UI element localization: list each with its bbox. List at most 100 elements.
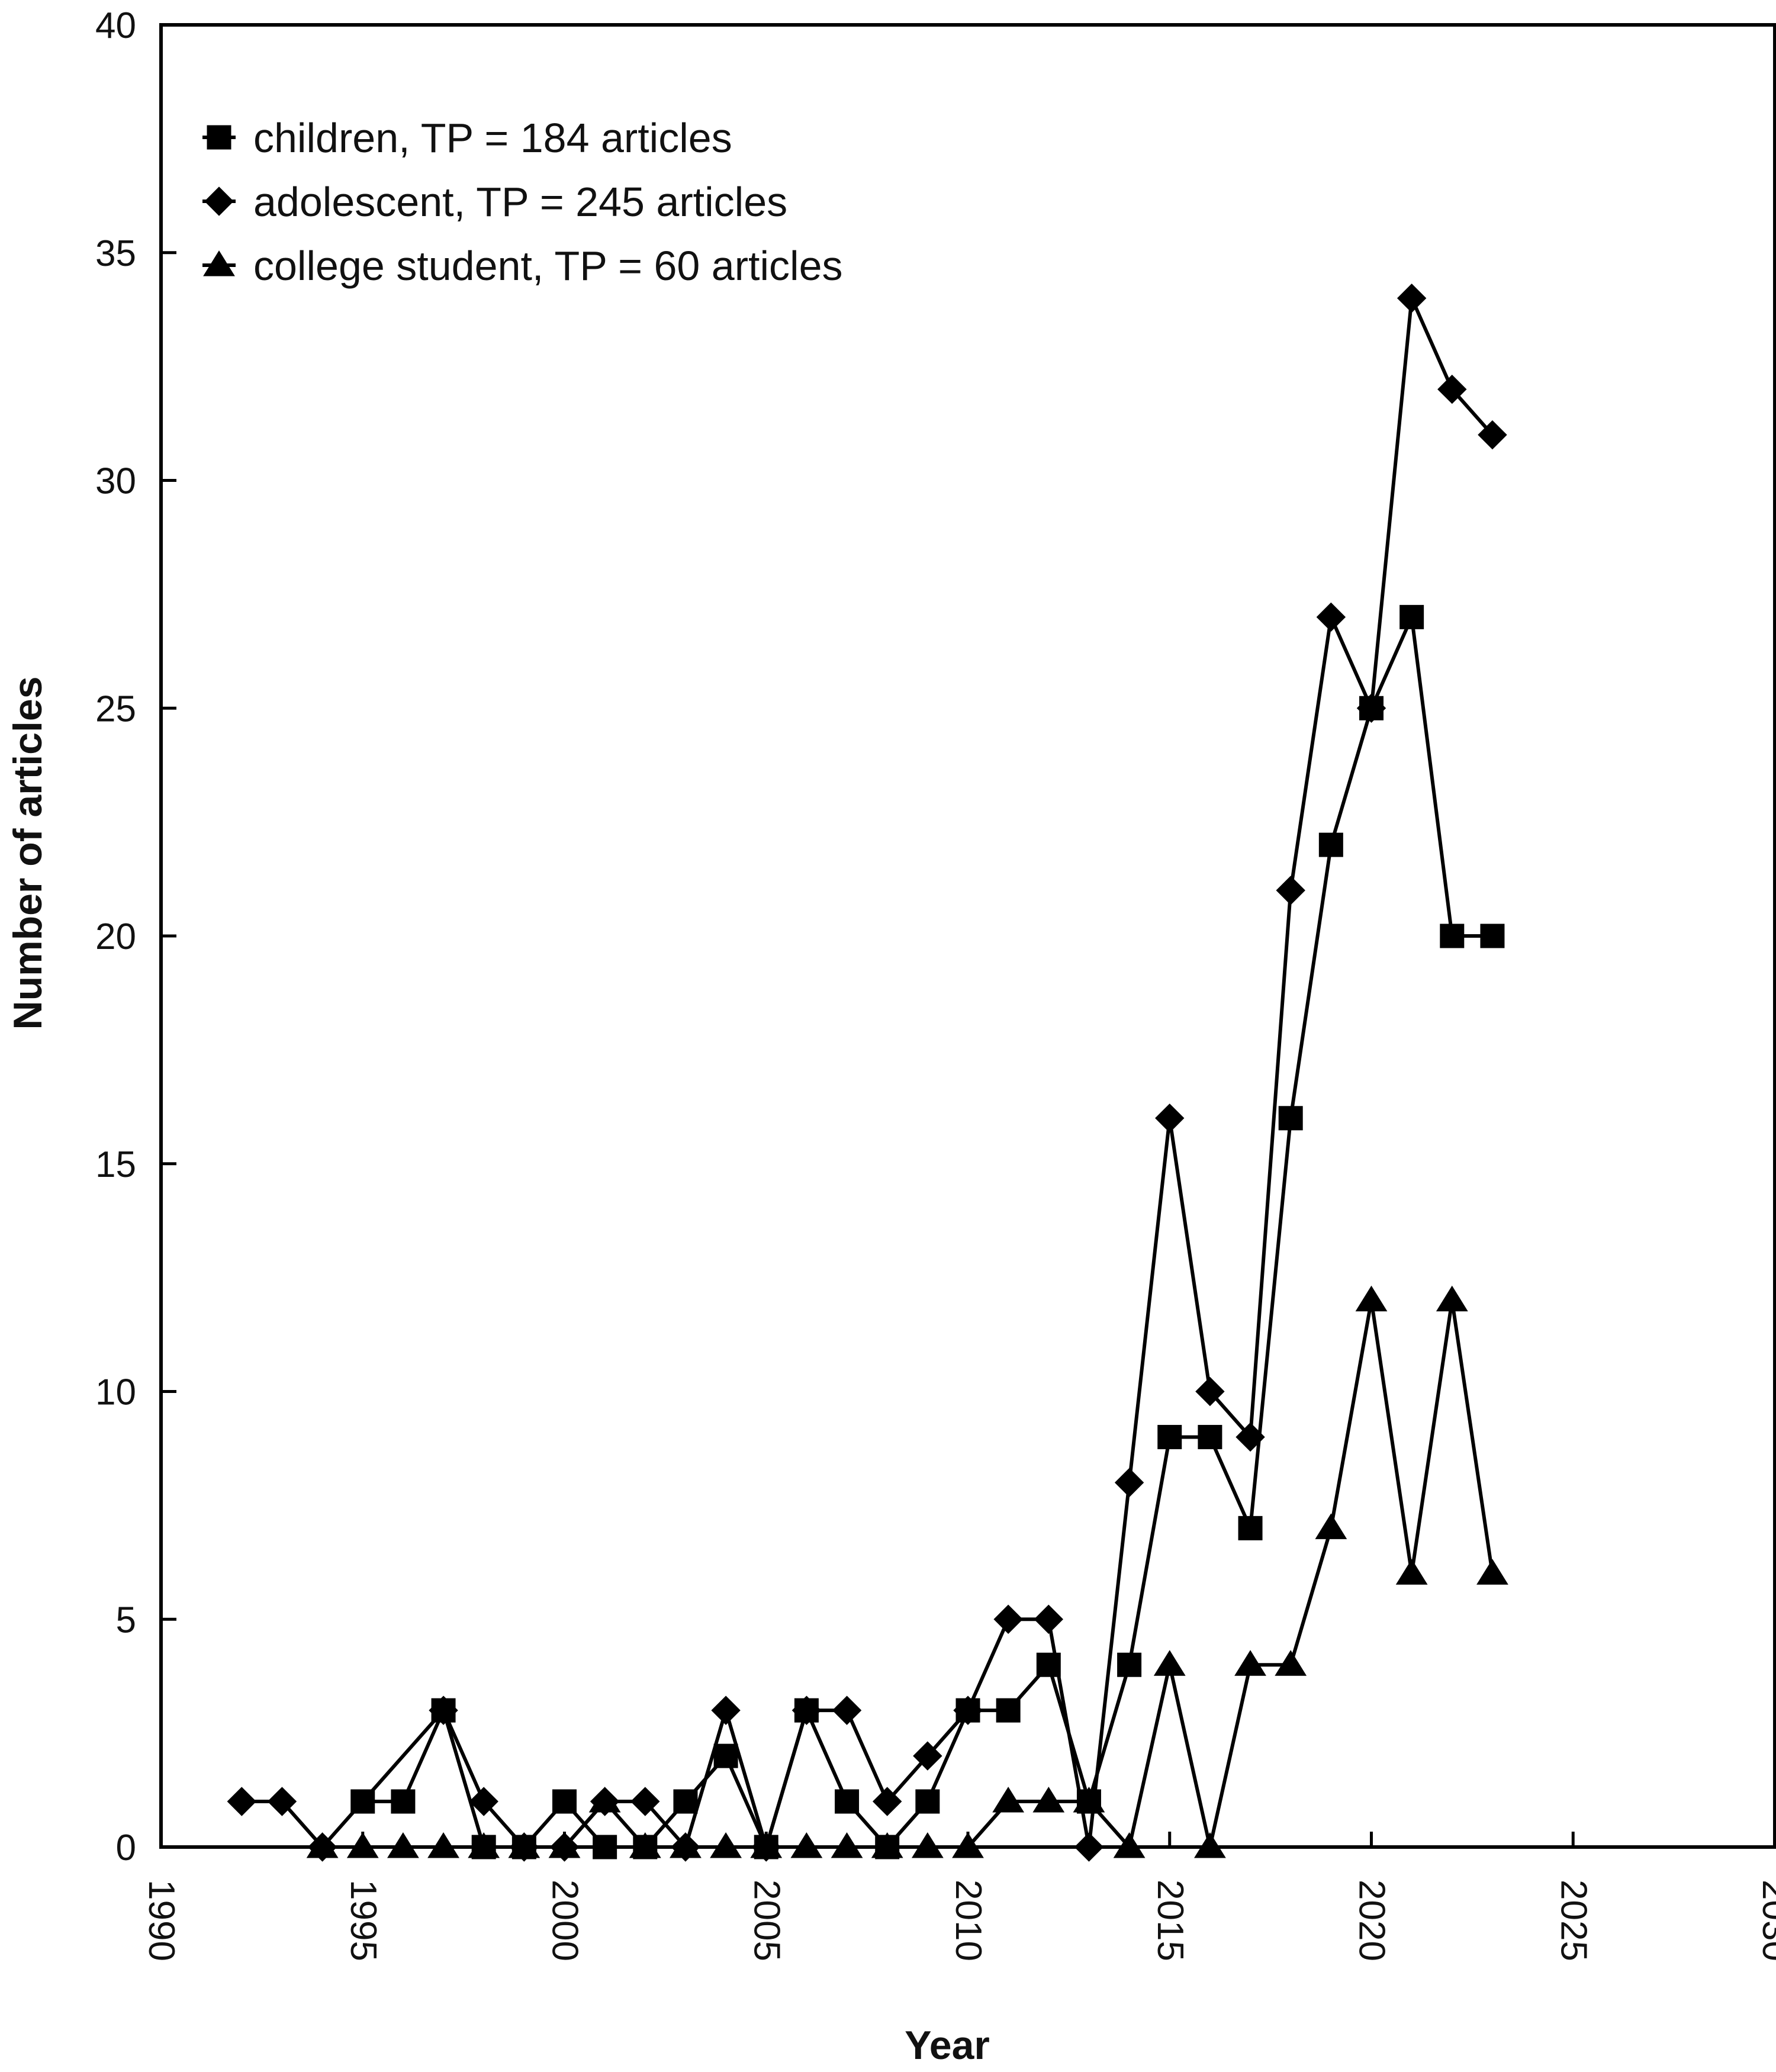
data-point-diamond bbox=[1478, 420, 1507, 450]
data-point-diamond bbox=[711, 1695, 741, 1725]
y-tick-label: 20 bbox=[95, 916, 136, 957]
data-point-triangle bbox=[670, 1832, 702, 1858]
legend-label: adolescent, TP = 245 articles bbox=[253, 179, 787, 225]
data-point-triangle bbox=[1355, 1285, 1388, 1312]
data-point-triangle bbox=[750, 1832, 783, 1858]
data-point-diamond bbox=[469, 1787, 498, 1816]
data-point-triangle bbox=[346, 1832, 379, 1858]
data-point-triangle bbox=[1395, 1559, 1428, 1585]
data-point-triangle bbox=[1032, 1787, 1065, 1813]
data-point-diamond bbox=[227, 1787, 257, 1816]
data-point-diamond bbox=[953, 1695, 983, 1725]
data-point-diamond bbox=[1316, 602, 1346, 632]
data-point-triangle bbox=[1275, 1650, 1307, 1676]
data-point-square bbox=[1238, 1516, 1263, 1540]
data-point-square bbox=[1318, 832, 1343, 857]
data-point-diamond bbox=[1155, 1103, 1185, 1133]
x-tick-label: 2005 bbox=[746, 1880, 787, 1961]
data-point-square bbox=[1480, 924, 1505, 948]
series-triangle bbox=[306, 1285, 1508, 1858]
data-point-triangle bbox=[1073, 1787, 1105, 1813]
series-diamond bbox=[227, 283, 1507, 1862]
data-point-triangle bbox=[831, 1832, 863, 1858]
data-point-square bbox=[1198, 1424, 1222, 1449]
x-axis-title: Year bbox=[905, 2023, 990, 2068]
data-point-square bbox=[593, 1835, 617, 1859]
x-tick-label: 1990 bbox=[141, 1880, 182, 1961]
data-point-square bbox=[996, 1698, 1021, 1723]
data-point-diamond bbox=[792, 1695, 822, 1725]
data-point-square bbox=[835, 1789, 860, 1814]
data-point-triangle bbox=[306, 1832, 339, 1858]
data-point-triangle bbox=[952, 1832, 984, 1858]
data-point-square bbox=[673, 1789, 698, 1814]
legend-marker-square bbox=[207, 125, 231, 150]
data-point-diamond bbox=[1437, 374, 1467, 404]
data-point-triangle bbox=[871, 1832, 903, 1858]
y-tick-label: 30 bbox=[95, 461, 136, 502]
y-tick-label: 10 bbox=[95, 1372, 136, 1413]
y-tick-label: 35 bbox=[95, 233, 136, 274]
data-point-triangle bbox=[1436, 1285, 1468, 1312]
data-point-triangle bbox=[588, 1787, 621, 1813]
data-point-square bbox=[915, 1789, 940, 1814]
x-axis-ticks: 1990 1995 2000 2005 2010 2015 2020 2025 2030 bbox=[141, 1832, 1776, 1961]
data-point-diamond bbox=[832, 1695, 862, 1725]
legend-label: college student, TP = 60 articles bbox=[253, 243, 843, 289]
data-point-square bbox=[1399, 604, 1424, 629]
legend-marker-triangle bbox=[203, 250, 235, 276]
data-point-diamond bbox=[429, 1695, 458, 1725]
data-point-diamond bbox=[1356, 693, 1386, 723]
data-point-square bbox=[1278, 1106, 1303, 1131]
data-point-square bbox=[552, 1789, 577, 1814]
data-point-triangle bbox=[1315, 1513, 1347, 1539]
data-point-diamond bbox=[1195, 1376, 1225, 1407]
x-tick-label: 2025 bbox=[1553, 1880, 1594, 1961]
data-point-triangle bbox=[508, 1832, 540, 1858]
legend-label: children, TP = 184 articles bbox=[253, 115, 732, 161]
data-point-triangle bbox=[629, 1832, 661, 1858]
data-point-square bbox=[1117, 1652, 1142, 1677]
data-point-triangle bbox=[992, 1787, 1025, 1813]
data-point-diamond bbox=[872, 1787, 902, 1816]
x-tick-label: 2000 bbox=[545, 1880, 585, 1961]
data-point-square bbox=[1157, 1424, 1182, 1449]
legend-item-square: children, TP = 184 articles bbox=[202, 115, 732, 161]
data-point-triangle bbox=[387, 1832, 419, 1858]
x-tick-label: 2020 bbox=[1352, 1880, 1392, 1961]
data-point-triangle bbox=[468, 1832, 500, 1858]
data-point-diamond bbox=[1114, 1468, 1144, 1498]
y-tick-label: 40 bbox=[95, 5, 136, 46]
data-point-triangle bbox=[911, 1832, 944, 1858]
data-point-triangle bbox=[790, 1832, 823, 1858]
y-tick-label: 15 bbox=[95, 1144, 136, 1185]
data-point-diamond bbox=[913, 1741, 942, 1771]
data-point-triangle bbox=[1113, 1832, 1146, 1858]
data-point-diamond bbox=[630, 1787, 660, 1816]
legend: children, TP = 184 articles adolescent, T… bbox=[202, 115, 843, 289]
data-point-diamond bbox=[1236, 1422, 1265, 1452]
data-point-triangle bbox=[710, 1832, 742, 1858]
y-axis-title: Number of articles bbox=[5, 676, 50, 1029]
data-point-square bbox=[391, 1789, 416, 1814]
legend-item-triangle: college student, TP = 60 articles bbox=[202, 243, 843, 289]
data-point-triangle bbox=[1234, 1650, 1266, 1676]
data-point-diamond bbox=[993, 1604, 1023, 1634]
y-tick-label: 0 bbox=[116, 1828, 136, 1868]
y-axis-ticks: 0 5 10 15 20 25 30 35 40 bbox=[95, 5, 176, 1868]
y-tick-label: 25 bbox=[95, 688, 136, 729]
y-tick-label: 5 bbox=[116, 1600, 136, 1640]
data-point-diamond bbox=[1276, 876, 1305, 905]
data-point-triangle bbox=[427, 1832, 459, 1858]
data-point-diamond bbox=[1074, 1832, 1104, 1862]
data-point-square bbox=[1440, 924, 1465, 948]
data-point-triangle bbox=[1194, 1832, 1226, 1858]
x-tick-label: 2030 bbox=[1755, 1880, 1776, 1961]
legend-marker-diamond bbox=[204, 186, 234, 216]
x-tick-label: 2010 bbox=[948, 1880, 989, 1961]
legend-item-diamond: adolescent, TP = 245 articles bbox=[202, 179, 787, 225]
data-point-triangle bbox=[1153, 1650, 1186, 1676]
